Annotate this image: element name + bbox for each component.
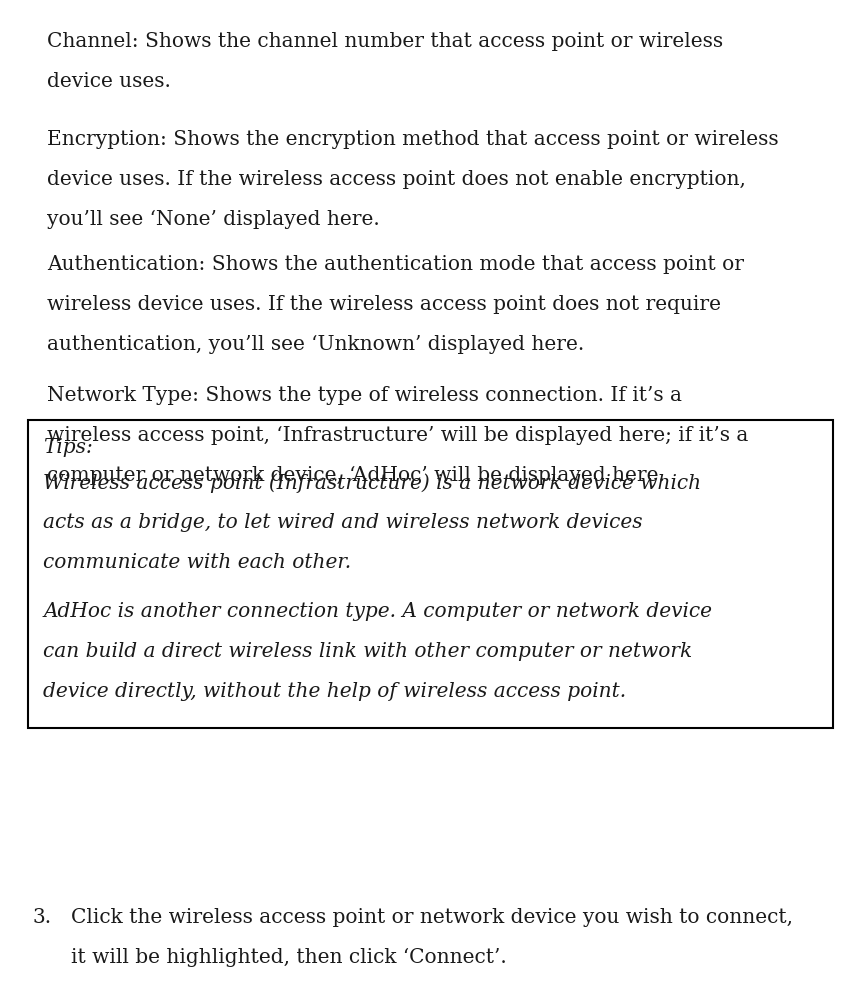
Text: Channel: Shows the channel number that access point or wireless: Channel: Shows the channel number that a… [47,32,723,51]
Text: device uses.: device uses. [47,72,171,91]
Text: Click the wireless access point or network device you wish to connect,: Click the wireless access point or netwo… [71,908,793,927]
Text: wireless access point, ‘Infrastructure’ will be displayed here; if it’s a: wireless access point, ‘Infrastructure’ … [47,426,749,445]
Text: Tips:: Tips: [43,438,93,457]
Text: AdHoc is another connection type. A computer or network device: AdHoc is another connection type. A comp… [43,602,712,621]
Text: computer or network device, ‘AdHoc’ will be displayed here.: computer or network device, ‘AdHoc’ will… [47,466,666,485]
Text: Network Type: Shows the type of wireless connection. If it’s a: Network Type: Shows the type of wireless… [47,386,683,405]
Text: wireless device uses. If the wireless access point does not require: wireless device uses. If the wireless ac… [47,295,722,314]
Text: Wireless access point (Infrastructure) is a network device which: Wireless access point (Infrastructure) i… [43,473,701,493]
Text: 3.: 3. [33,908,52,927]
Text: you’ll see ‘None’ displayed here.: you’ll see ‘None’ displayed here. [47,210,380,229]
Text: it will be highlighted, then click ‘Connect’.: it will be highlighted, then click ‘Conn… [71,948,506,967]
Text: device uses. If the wireless access point does not enable encryption,: device uses. If the wireless access poin… [47,170,746,189]
Text: Encryption: Shows the encryption method that access point or wireless: Encryption: Shows the encryption method … [47,130,779,149]
Text: device directly, without the help of wireless access point.: device directly, without the help of wir… [43,682,626,701]
Text: acts as a bridge, to let wired and wireless network devices: acts as a bridge, to let wired and wirel… [43,513,642,532]
Text: Authentication: Shows the authentication mode that access point or: Authentication: Shows the authentication… [47,255,745,274]
Text: communicate with each other.: communicate with each other. [43,553,351,572]
Text: authentication, you’ll see ‘Unknown’ displayed here.: authentication, you’ll see ‘Unknown’ dis… [47,335,585,354]
Bar [28,420,833,728]
Text: can build a direct wireless link with other computer or network: can build a direct wireless link with ot… [43,642,692,661]
